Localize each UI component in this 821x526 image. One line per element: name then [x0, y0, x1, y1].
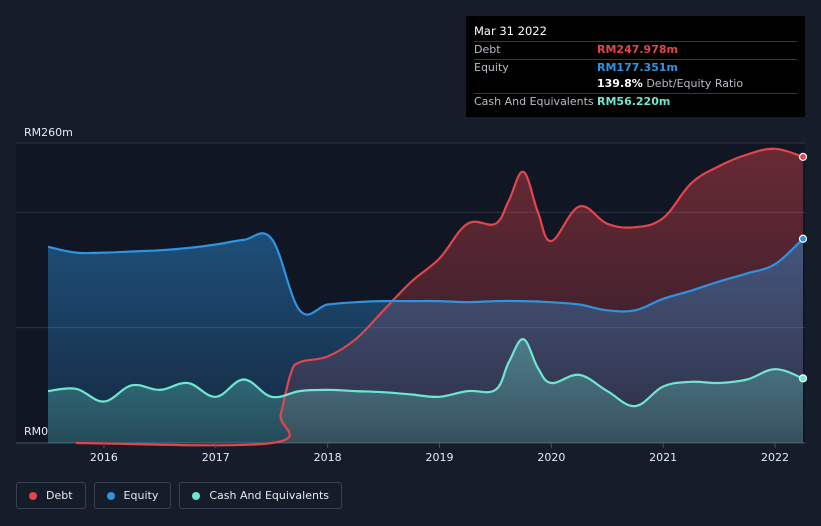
- tooltip-suffix: Debt/Equity Ratio: [642, 77, 744, 90]
- y-tick-label-bottom: RM0: [24, 425, 48, 438]
- x-tick-label: 2020: [537, 451, 565, 464]
- x-tick-label: 2018: [314, 451, 342, 464]
- end-point-equity: [798, 234, 808, 243]
- legend-dot-icon: [29, 491, 37, 500]
- tooltip-row-ratio: 139.8% Debt/Equity Ratio: [474, 76, 797, 93]
- legend-label: Debt: [46, 489, 73, 502]
- tooltip-value: RM247.978m: [597, 43, 678, 56]
- tooltip-row-cash: Cash And Equivalents RM56.220m: [474, 92, 797, 111]
- legend-dot-icon: [192, 491, 201, 500]
- tooltip-label: Cash And Equivalents: [474, 94, 594, 108]
- legend-dot-icon: [106, 491, 115, 500]
- legend-item-equity[interactable]: Equity: [93, 482, 172, 509]
- area-cash: [48, 339, 803, 443]
- data-tooltip: Mar 31 2022 Debt RM247.978m Equity RM177…: [466, 16, 805, 117]
- tooltip-value: 139.8%: [597, 77, 643, 90]
- tooltip-value: RM56.220m: [597, 94, 671, 108]
- series-line-debt: [75, 147, 804, 447]
- x-tick-label: 2016: [90, 451, 118, 464]
- x-tick-label: 2022: [761, 451, 789, 464]
- legend-item-debt[interactable]: Debt: [16, 482, 86, 509]
- tooltip-row-debt: Debt RM247.978m: [474, 41, 797, 59]
- legend: Debt Equity Cash And Equivalents: [16, 482, 342, 509]
- legend-label: Equity: [123, 489, 159, 502]
- tooltip-value: RM177.351m: [597, 60, 678, 74]
- series-line-cash: [47, 338, 804, 408]
- y-tick-label-top: RM260m: [24, 126, 73, 139]
- end-point-debt: [798, 152, 808, 161]
- x-tick-label: 2019: [425, 451, 453, 464]
- x-tick-label: 2017: [202, 451, 230, 464]
- tooltip-label: Equity: [474, 60, 509, 74]
- tooltip-label: Debt: [474, 43, 501, 56]
- legend-label: Cash And Equivalents: [209, 489, 329, 502]
- tooltip-date: Mar 31 2022: [474, 24, 547, 38]
- series-line-equity: [47, 232, 804, 316]
- tooltip-label: [474, 76, 597, 93]
- legend-item-cash[interactable]: Cash And Equivalents: [179, 482, 342, 509]
- tooltip-row-equity: Equity RM177.351m: [474, 58, 797, 77]
- end-point-cash: [798, 374, 808, 383]
- x-tick-label: 2021: [649, 451, 677, 464]
